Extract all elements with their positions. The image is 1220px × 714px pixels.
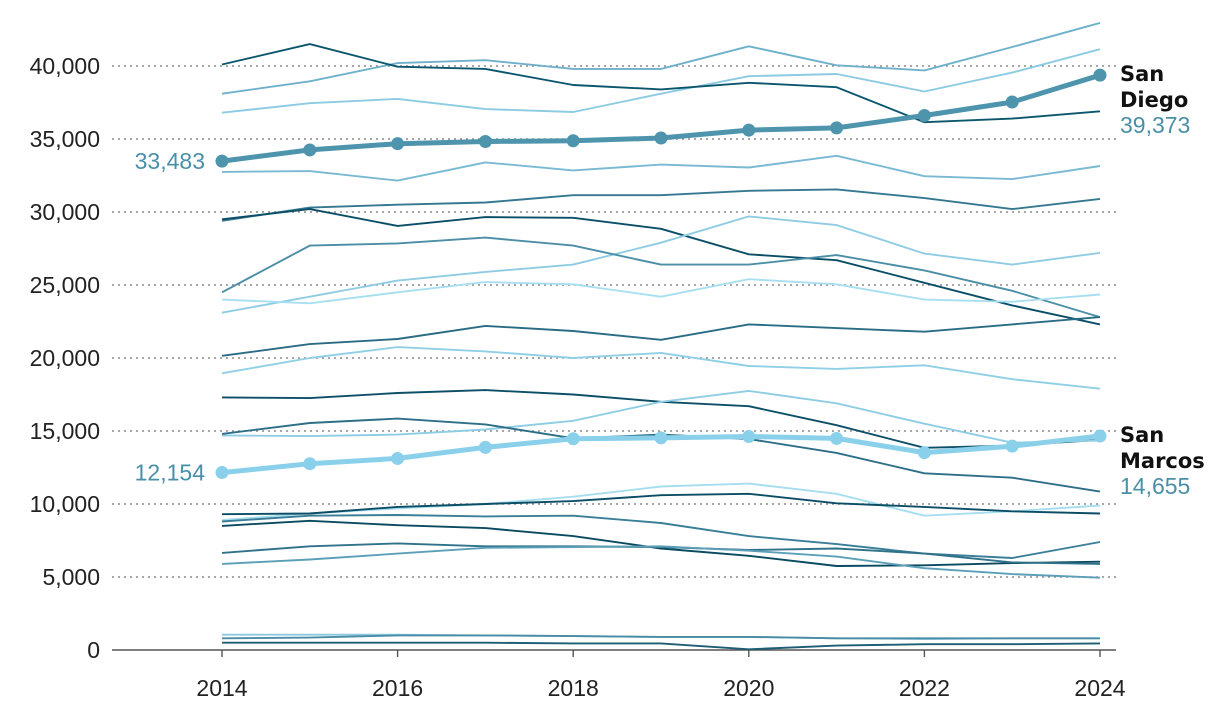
highlighted-series-point <box>654 131 668 145</box>
end-value-label: 14,655 <box>1120 473 1190 499</box>
background-series-line <box>221 519 1101 567</box>
highlighted-series-point <box>917 108 931 122</box>
highlighted-series-line <box>219 72 1103 164</box>
x-tick-label: 2020 <box>723 675 774 701</box>
background-series-line <box>221 278 1101 305</box>
highlighted-series-point <box>215 154 229 168</box>
highlighted-series-point <box>566 432 580 446</box>
highlighted-series-point <box>654 431 668 445</box>
highlighted-series-point <box>1093 429 1107 443</box>
highlighted-series-point <box>566 134 580 148</box>
series-name-label: Diego <box>1120 88 1188 112</box>
background-series-line <box>221 492 1101 516</box>
background-series-line <box>221 21 1101 95</box>
highlighted-series-point <box>1005 439 1019 453</box>
highlighted-series-point <box>917 446 931 460</box>
y-tick-label: 30,000 <box>30 199 100 225</box>
background-series-line <box>221 346 1101 390</box>
background-series-line <box>221 545 1101 579</box>
start-value-label: 12,154 <box>135 460 206 486</box>
highlighted-series-point <box>830 431 844 445</box>
highlighted-series-point <box>742 123 756 137</box>
series-name-label: San <box>1120 423 1164 447</box>
background-series-line <box>221 482 1101 522</box>
gridlines <box>112 65 1116 578</box>
y-tick-label: 40,000 <box>30 53 100 79</box>
background-series-line <box>221 417 1101 493</box>
highlighted-series-point <box>303 143 317 157</box>
background-series-line <box>221 208 1101 326</box>
y-tick-label: 20,000 <box>30 345 100 371</box>
y-tick-label: 0 <box>87 637 100 663</box>
series-name-label: San <box>1120 62 1164 86</box>
background-series-line <box>221 389 1101 444</box>
end-value-label: 39,373 <box>1120 112 1190 138</box>
highlighted-series-point <box>478 440 492 454</box>
highlighted-series-point <box>215 466 229 480</box>
series-labels: 33,483SanDiego39,37312,154SanMarcos14,65… <box>135 62 1205 499</box>
highlighted-series-point <box>478 134 492 148</box>
x-tick-label: 2022 <box>899 675 950 701</box>
background-series <box>221 21 1101 651</box>
highlighted-series <box>215 68 1107 480</box>
background-series-line <box>221 188 1101 222</box>
highlighted-series-point <box>391 451 405 465</box>
x-tick-label: 2024 <box>1074 675 1125 701</box>
background-series-line <box>221 215 1101 314</box>
highlighted-series-point <box>742 430 756 444</box>
background-series-line <box>221 154 1101 182</box>
highlighted-series-point <box>1093 68 1107 82</box>
x-tick-label: 2016 <box>372 675 423 701</box>
background-series-line <box>221 316 1101 357</box>
start-value-label: 33,483 <box>135 148 205 174</box>
x-tick-label: 2014 <box>196 675 247 701</box>
axes: 0 5,000 10,000 15,000 20,000 25,000 30,000 35,0… <box>30 53 1126 701</box>
background-series-line <box>221 514 1101 559</box>
y-tick-label: 10,000 <box>30 491 100 517</box>
background-series-line <box>222 641 1101 651</box>
background-series-line <box>221 634 1100 640</box>
highlighted-series-point <box>303 457 317 471</box>
series-name-label: Marcos <box>1120 449 1205 473</box>
y-tick-label: 15,000 <box>30 418 100 444</box>
y-tick-label: 35,000 <box>30 126 100 152</box>
background-series-line <box>221 236 1101 319</box>
background-series-line <box>221 43 1101 124</box>
highlighted-series-point <box>830 121 844 135</box>
background-series-line <box>221 48 1101 114</box>
y-tick-label: 25,000 <box>30 272 100 298</box>
highlighted-series-point <box>1005 95 1019 109</box>
highlighted-series-point <box>391 137 405 151</box>
x-tick-label: 2018 <box>548 675 599 701</box>
y-tick-label: 5,000 <box>42 564 100 590</box>
